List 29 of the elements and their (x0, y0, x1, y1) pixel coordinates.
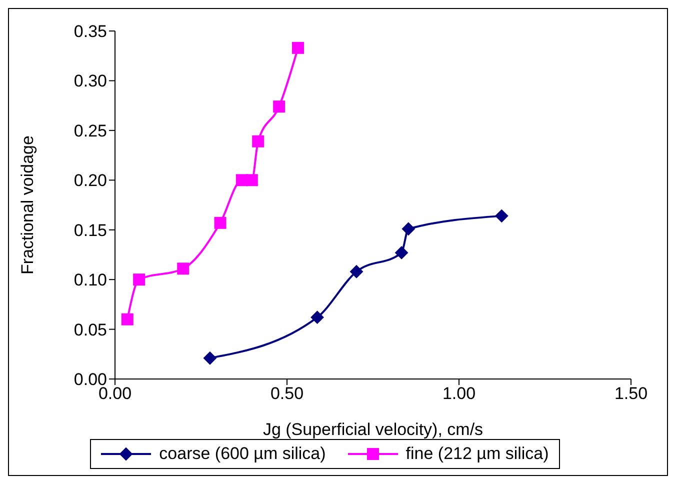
point (350, 265, 363, 278)
x-tick-label: 1.00 (442, 384, 476, 404)
point (402, 222, 415, 236)
point (177, 262, 190, 275)
x-tick-label: 1.50 (614, 384, 648, 404)
y-tick-label: 0.05 (74, 320, 107, 340)
point (273, 100, 286, 113)
legend-label: coarse (600 µm silica) (159, 444, 326, 464)
y-tick-label: 0.30 (74, 72, 107, 91)
point (121, 313, 134, 326)
point (395, 246, 408, 260)
point (203, 352, 216, 365)
x-axis-title: Jg (Superficial velocity), cm/s (262, 420, 484, 439)
legend-label: fine (212 µm silica) (406, 444, 549, 464)
point (252, 135, 264, 148)
y-tick-label: 0.15 (74, 220, 107, 240)
point (133, 274, 146, 286)
y-tick-label: 0.35 (74, 22, 107, 42)
point (292, 42, 304, 54)
y-tick-label: 0.25 (74, 121, 107, 140)
y-axis-title: Fractional voidage (18, 136, 38, 274)
point (495, 209, 508, 222)
x-tick-label: 0.00 (98, 384, 132, 404)
point (214, 216, 226, 229)
y-tick-label: 0.20 (74, 171, 107, 190)
y-tick-label: 0.10 (74, 270, 107, 290)
x-tick-label: 0.50 (270, 384, 304, 404)
point (246, 174, 258, 186)
point (310, 310, 324, 324)
